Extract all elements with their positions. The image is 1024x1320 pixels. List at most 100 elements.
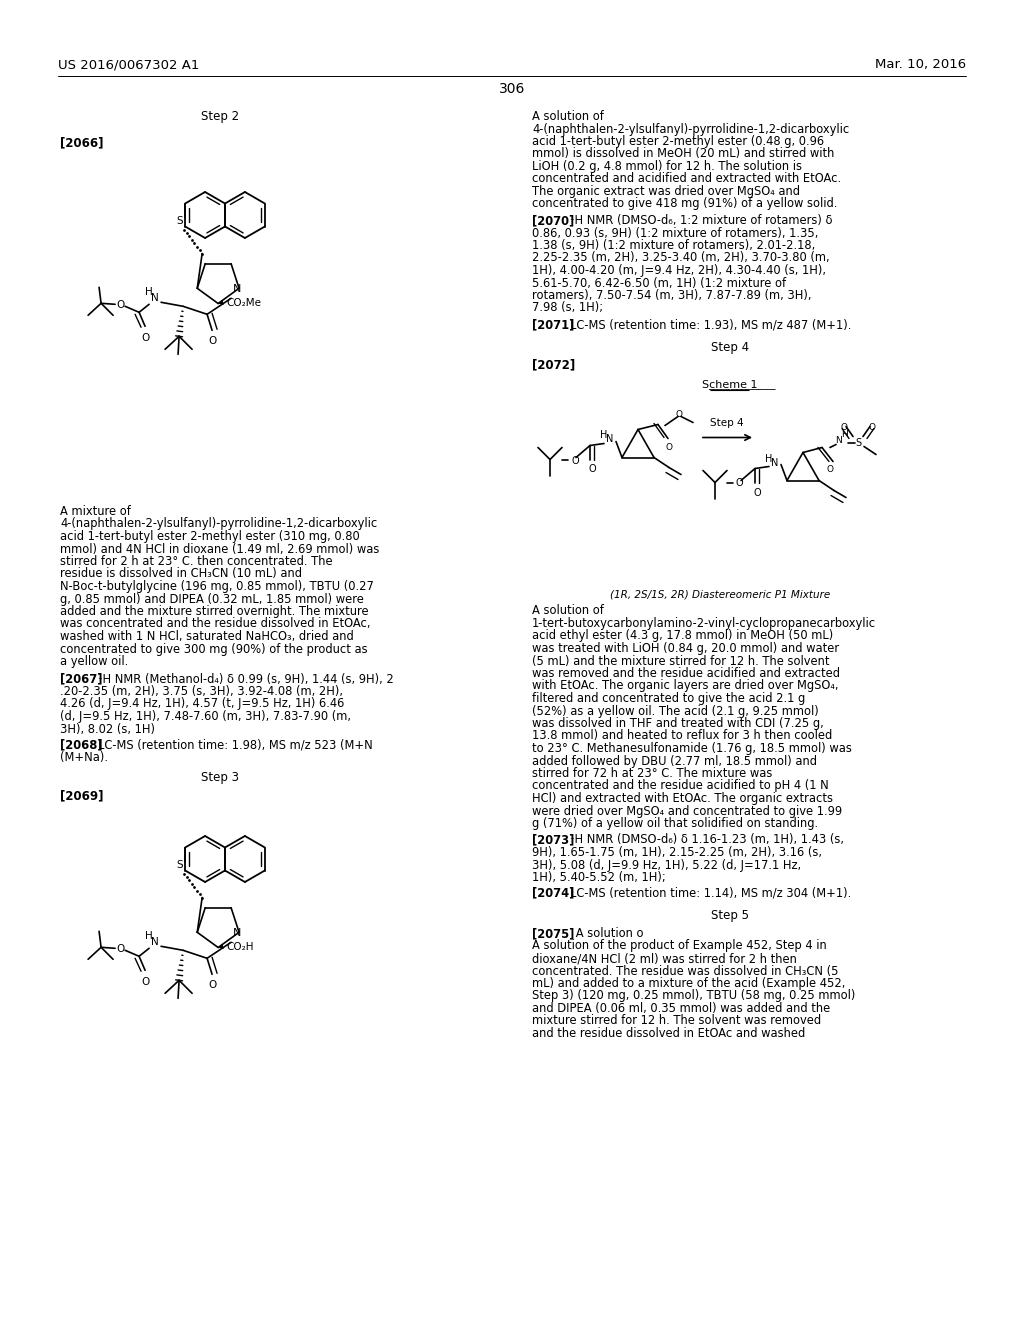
Text: S: S [177, 861, 183, 870]
Text: CO₂H: CO₂H [226, 942, 254, 953]
Text: Step 4: Step 4 [711, 341, 750, 354]
Text: concentrated. The residue was dissolved in CH₃CN (5: concentrated. The residue was dissolved … [532, 965, 839, 978]
Text: dioxane/4N HCl (2 ml) was stirred for 2 h then: dioxane/4N HCl (2 ml) was stirred for 2 … [532, 952, 797, 965]
Text: concentrated to give 418 mg (91%) of a yellow solid.: concentrated to give 418 mg (91%) of a y… [532, 198, 838, 210]
Text: O: O [868, 422, 876, 432]
Text: A solution of: A solution of [532, 110, 604, 123]
Text: O: O [208, 981, 216, 990]
Text: S: S [177, 216, 183, 227]
Text: Step 2: Step 2 [201, 110, 239, 123]
Text: 4.26 (d, J=9.4 Hz, 1H), 4.57 (t, J=9.5 Hz, 1H) 6.46: 4.26 (d, J=9.4 Hz, 1H), 4.57 (t, J=9.5 H… [60, 697, 344, 710]
Text: H: H [842, 430, 848, 440]
Text: (d, J=9.5 Hz, 1H), 7.48-7.60 (m, 3H), 7.83-7.90 (m,: (d, J=9.5 Hz, 1H), 7.48-7.60 (m, 3H), 7.… [60, 710, 351, 723]
Text: S: S [855, 437, 861, 447]
Text: with EtOAc. The organic layers are dried over MgSO₄,: with EtOAc. The organic layers are dried… [532, 680, 839, 693]
Text: residue is dissolved in CH₃CN (10 mL) and: residue is dissolved in CH₃CN (10 mL) an… [60, 568, 302, 581]
Text: A solution o: A solution o [570, 927, 643, 940]
Text: added and the mixture stirred overnight. The mixture: added and the mixture stirred overnight.… [60, 605, 369, 618]
Text: 2.25-2.35 (m, 2H), 3.25-3.40 (m, 2H), 3.70-3.80 (m,: 2.25-2.35 (m, 2H), 3.25-3.40 (m, 2H), 3.… [532, 252, 829, 264]
Text: N: N [606, 434, 613, 445]
Text: 4-(naphthalen-2-ylsulfanyl)-pyrrolidine-1,2-dicarboxylic: 4-(naphthalen-2-ylsulfanyl)-pyrrolidine-… [532, 123, 849, 136]
Text: ¹H NMR (DMSO-d₆) δ 1.16-1.23 (m, 1H), 1.43 (s,: ¹H NMR (DMSO-d₆) δ 1.16-1.23 (m, 1H), 1.… [570, 833, 844, 846]
Text: O: O [116, 944, 124, 954]
Text: N: N [152, 937, 159, 948]
Text: (1R, 2S/1S, 2R) Diastereomeric P1 Mixture: (1R, 2S/1S, 2R) Diastereomeric P1 Mixtur… [610, 590, 830, 599]
Text: mL) and added to a mixture of the acid (Example 452,: mL) and added to a mixture of the acid (… [532, 977, 846, 990]
Text: concentrated and acidified and extracted with EtOAc.: concentrated and acidified and extracted… [532, 173, 841, 186]
Text: [2072]: [2072] [532, 359, 575, 371]
Text: Mar. 10, 2016: Mar. 10, 2016 [874, 58, 966, 71]
Text: N: N [771, 458, 778, 467]
Text: O: O [676, 411, 683, 418]
Text: 7.98 (s, 1H);: 7.98 (s, 1H); [532, 301, 603, 314]
Text: acid 1-tert-butyl ester 2-methyl ester (310 mg, 0.80: acid 1-tert-butyl ester 2-methyl ester (… [60, 531, 359, 543]
Text: N-Boc-t-butylglycine (196 mg, 0.85 mmol), TBTU (0.27: N-Boc-t-butylglycine (196 mg, 0.85 mmol)… [60, 579, 374, 593]
Text: mmol) is dissolved in MeOH (20 mL) and stirred with: mmol) is dissolved in MeOH (20 mL) and s… [532, 148, 835, 161]
Text: [2068]: [2068] [60, 738, 102, 751]
Text: concentrated and the residue acidified to pH 4 (1 N: concentrated and the residue acidified t… [532, 780, 828, 792]
Text: acid 1-tert-butyl ester 2-methyl ester (0.48 g, 0.96: acid 1-tert-butyl ester 2-methyl ester (… [532, 135, 824, 148]
Text: (M+Na).: (M+Na). [60, 751, 108, 763]
Text: HCl) and extracted with EtOAc. The organic extracts: HCl) and extracted with EtOAc. The organ… [532, 792, 833, 805]
Text: 13.8 mmol) and heated to reflux for 3 h then cooled: 13.8 mmol) and heated to reflux for 3 h … [532, 730, 833, 742]
Text: [2070]: [2070] [532, 214, 574, 227]
Text: ¹H NMR (DMSO-d₆, 1:2 mixture of rotamers) δ: ¹H NMR (DMSO-d₆, 1:2 mixture of rotamers… [570, 214, 833, 227]
Text: ____________: ____________ [708, 380, 775, 391]
Text: mmol) and 4N HCl in dioxane (1.49 ml, 2.69 mmol) was: mmol) and 4N HCl in dioxane (1.49 ml, 2.… [60, 543, 379, 556]
Text: O: O [588, 465, 596, 474]
Text: added followed by DBU (2.77 ml, 18.5 mmol) and: added followed by DBU (2.77 ml, 18.5 mmo… [532, 755, 817, 767]
Text: O: O [666, 442, 673, 451]
Text: 5.61-5.70, 6.42-6.50 (m, 1H) (1:2 mixture of: 5.61-5.70, 6.42-6.50 (m, 1H) (1:2 mixtur… [532, 276, 786, 289]
Text: was removed and the residue acidified and extracted: was removed and the residue acidified an… [532, 667, 840, 680]
Text: A mixture of: A mixture of [60, 506, 131, 517]
Text: O: O [841, 422, 848, 432]
Text: was concentrated and the residue dissolved in EtOAc,: was concentrated and the residue dissolv… [60, 618, 371, 631]
Text: ¹H NMR (Methanol-d₄) δ 0.99 (s, 9H), 1.44 (s, 9H), 2: ¹H NMR (Methanol-d₄) δ 0.99 (s, 9H), 1.4… [98, 672, 394, 685]
Text: LiOH (0.2 g, 4.8 mmol) for 12 h. The solution is: LiOH (0.2 g, 4.8 mmol) for 12 h. The sol… [532, 160, 802, 173]
Text: H: H [145, 932, 153, 941]
Text: 1H), 4.00-4.20 (m, J=9.4 Hz, 2H), 4.30-4.40 (s, 1H),: 1H), 4.00-4.20 (m, J=9.4 Hz, 2H), 4.30-4… [532, 264, 826, 277]
Text: g, 0.85 mmol) and DIPEA (0.32 mL, 1.85 mmol) were: g, 0.85 mmol) and DIPEA (0.32 mL, 1.85 m… [60, 593, 364, 606]
Text: H: H [600, 430, 607, 441]
Text: 4-(naphthalen-2-ylsulfanyl)-pyrrolidine-1,2-dicarboxylic: 4-(naphthalen-2-ylsulfanyl)-pyrrolidine-… [60, 517, 377, 531]
Text: A solution of: A solution of [532, 605, 604, 618]
Text: US 2016/0067302 A1: US 2016/0067302 A1 [58, 58, 200, 71]
Text: (5 mL) and the mixture stirred for 12 h. The solvent: (5 mL) and the mixture stirred for 12 h.… [532, 655, 829, 668]
Text: [2073]: [2073] [532, 833, 574, 846]
Text: stirred for 72 h at 23° C. The mixture was: stirred for 72 h at 23° C. The mixture w… [532, 767, 772, 780]
Text: [2071]: [2071] [532, 318, 574, 331]
Text: 3H), 5.08 (d, J=9.9 Hz, 1H), 5.22 (d, J=17.1 Hz,: 3H), 5.08 (d, J=9.9 Hz, 1H), 5.22 (d, J=… [532, 858, 801, 871]
Text: O: O [736, 479, 743, 488]
Text: O: O [826, 466, 834, 474]
Text: Step 3) (120 mg, 0.25 mmol), TBTU (58 mg, 0.25 mmol): Step 3) (120 mg, 0.25 mmol), TBTU (58 mg… [532, 990, 855, 1002]
Text: 9H), 1.65-1.75 (m, 1H), 2.15-2.25 (m, 2H), 3.16 (s,: 9H), 1.65-1.75 (m, 1H), 2.15-2.25 (m, 2H… [532, 846, 822, 859]
Text: [2066]: [2066] [60, 136, 103, 149]
Text: acid ethyl ester (4.3 g, 17.8 mmol) in MeOH (50 mL): acid ethyl ester (4.3 g, 17.8 mmol) in M… [532, 630, 834, 643]
Text: was dissolved in THF and treated with CDI (7.25 g,: was dissolved in THF and treated with CD… [532, 717, 823, 730]
Text: N: N [232, 284, 242, 294]
Text: were dried over MgSO₄ and concentrated to give 1.99: were dried over MgSO₄ and concentrated t… [532, 804, 842, 817]
Text: [2067]: [2067] [60, 672, 102, 685]
Text: A solution of the product of Example 452, Step 4 in: A solution of the product of Example 452… [532, 940, 826, 953]
Text: g (71%) of a yellow oil that solidified on standing.: g (71%) of a yellow oil that solidified … [532, 817, 818, 830]
Text: concentrated to give 300 mg (90%) of the product as: concentrated to give 300 mg (90%) of the… [60, 643, 368, 656]
Text: 1.38 (s, 9H) (1:2 mixture of rotamers), 2.01-2.18,: 1.38 (s, 9H) (1:2 mixture of rotamers), … [532, 239, 815, 252]
Text: Step 5: Step 5 [711, 909, 749, 921]
Text: O: O [116, 300, 124, 310]
Text: filtered and concentrated to give the acid 2.1 g: filtered and concentrated to give the ac… [532, 692, 805, 705]
Text: O: O [571, 455, 579, 466]
Text: washed with 1 N HCl, saturated NaHCO₃, dried and: washed with 1 N HCl, saturated NaHCO₃, d… [60, 630, 353, 643]
Text: N: N [836, 436, 843, 445]
Text: LC-MS (retention time: 1.98), MS m/z 523 (M+N: LC-MS (retention time: 1.98), MS m/z 523… [98, 738, 373, 751]
Text: H: H [145, 288, 153, 297]
Text: O: O [208, 337, 216, 346]
Text: N: N [232, 928, 242, 939]
Text: [2069]: [2069] [60, 789, 103, 803]
Text: [2075]: [2075] [532, 927, 574, 940]
Text: [2074]: [2074] [532, 887, 574, 899]
Text: (52%) as a yellow oil. The acid (2.1 g, 9.25 mmol): (52%) as a yellow oil. The acid (2.1 g, … [532, 705, 819, 718]
Text: 1H), 5.40-5.52 (m, 1H);: 1H), 5.40-5.52 (m, 1H); [532, 871, 666, 884]
Text: .20-2.35 (m, 2H), 3.75 (s, 3H), 3.92-4.08 (m, 2H),: .20-2.35 (m, 2H), 3.75 (s, 3H), 3.92-4.0… [60, 685, 343, 698]
Text: and the residue dissolved in EtOAc and washed: and the residue dissolved in EtOAc and w… [532, 1027, 805, 1040]
Text: to 23° C. Methanesulfonamide (1.76 g, 18.5 mmol) was: to 23° C. Methanesulfonamide (1.76 g, 18… [532, 742, 852, 755]
